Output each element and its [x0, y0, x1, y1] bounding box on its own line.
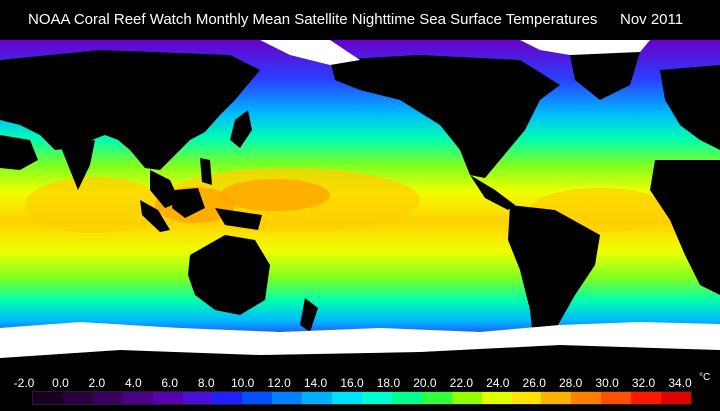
legend-tick-label: 8.0 — [197, 376, 215, 390]
land-se-asia — [150, 170, 180, 208]
colorbar — [32, 391, 692, 405]
colorbar-swatch — [511, 392, 542, 404]
land-new-guinea — [215, 208, 262, 230]
legend-tick-label: 28.0 — [558, 376, 583, 390]
legend-tick-label: 18.0 — [376, 376, 401, 390]
land-new-zealand — [300, 298, 318, 332]
legend-tick-label: 2.0 — [88, 376, 106, 390]
land-central-america — [470, 175, 515, 210]
ice-arctic-atlantic — [520, 40, 650, 55]
ice-antarctic — [0, 322, 720, 358]
legend-tick-label: 22.0 — [449, 376, 474, 390]
legend-tick-label: -2.0 — [13, 376, 35, 390]
legend-tick-label: 6.0 — [161, 376, 179, 390]
legend-tick-label: 10.0 — [230, 376, 255, 390]
land-arabia — [0, 135, 38, 170]
colorbar-swatch — [122, 392, 153, 404]
colorbar-swatch — [361, 392, 392, 404]
legend-tick-label: 30.0 — [595, 376, 619, 390]
legend-tick-label: 26.0 — [522, 376, 546, 390]
legend-unit: °C — [699, 372, 711, 383]
legend-tick-label: 34.0 — [668, 376, 692, 390]
colorbar-swatch — [33, 392, 63, 404]
date-label: Nov 2011 — [620, 11, 684, 28]
land-north-america — [330, 55, 560, 178]
land-sumatra — [140, 200, 170, 232]
legend-tick-label: 32.0 — [631, 376, 656, 390]
legend-labels: -2.0 0.0 2.0 4.0 6.0 8.0 10.0 12.0 14.0 16.0 18.0 2… — [0, 376, 720, 390]
colorbar-swatch — [182, 392, 213, 404]
land-borneo — [172, 188, 205, 218]
colorbar-swatch — [631, 392, 662, 404]
colorbar-swatch — [302, 392, 333, 404]
colorbar-swatch — [451, 392, 482, 404]
legend-tick-label: 20.0 — [413, 376, 437, 390]
legend-tick-label: 16.0 — [340, 376, 364, 390]
colorbar-swatch — [421, 392, 452, 404]
indian-ocean-warm-pool — [25, 177, 165, 233]
legend-tick-label: 12.0 — [267, 376, 291, 390]
land-japan — [230, 110, 252, 148]
ice-arctic-pacific — [260, 40, 360, 65]
map-title: NOAA Coral Reef Watch Monthly Mean Satel… — [0, 0, 720, 40]
colorbar-swatch — [601, 392, 632, 404]
colorbar-swatch — [661, 392, 691, 404]
land-philippines — [200, 158, 212, 185]
colorbar-swatch — [62, 392, 93, 404]
colorbar-swatch — [332, 392, 362, 404]
legend-tick-label: 4.0 — [124, 376, 142, 390]
sst-map — [0, 40, 720, 370]
colorbar-swatch — [391, 392, 422, 404]
land-india — [60, 140, 95, 190]
colorbar-swatch — [242, 392, 273, 404]
land-eurasia — [0, 50, 260, 170]
pacific-warmest — [220, 179, 330, 211]
land-africa — [650, 160, 720, 295]
legend-tick-label: 24.0 — [486, 376, 510, 390]
land-greenland — [570, 52, 640, 100]
land-south-america — [508, 205, 600, 360]
legend-tick-label: 14.0 — [303, 376, 328, 390]
land-europe — [660, 65, 720, 150]
colorbar-swatch — [152, 392, 183, 404]
title-text: NOAA Coral Reef Watch Monthly Mean Satel… — [28, 11, 598, 28]
legend-tick-label: 0.0 — [52, 376, 69, 390]
sea-ice — [0, 40, 720, 358]
colorbar-swatch — [212, 392, 243, 404]
colorbar-swatch — [92, 392, 123, 404]
colorbar-swatch — [481, 392, 512, 404]
land-antarctica — [0, 345, 720, 370]
colorbar-swatch — [272, 392, 303, 404]
land-masses — [0, 50, 720, 370]
colorbar-swatch — [541, 392, 572, 404]
colorbar-swatch — [571, 392, 602, 404]
land-australia — [188, 235, 270, 315]
